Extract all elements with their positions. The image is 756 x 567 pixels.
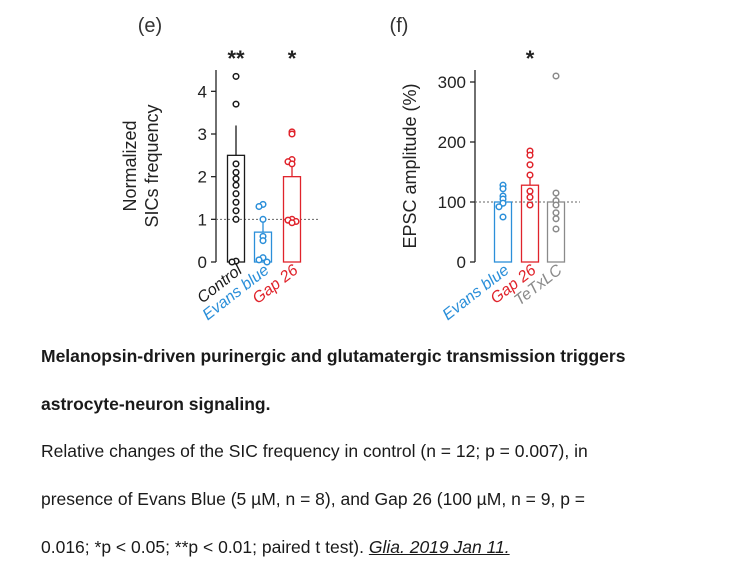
caption-title-line-1: Melanopsin-driven purinergic and glutama… (41, 346, 626, 366)
caption-title-line-2: astrocyte-neuron signaling. (41, 394, 271, 414)
data-point (232, 215, 240, 223)
data-point (499, 213, 507, 221)
y-tick-label: 4 (198, 82, 207, 101)
data-point (495, 203, 503, 211)
data-point (288, 219, 296, 227)
data-point (288, 160, 296, 168)
journal-link[interactable]: Glia. 2019 Jan 11. (368, 537, 510, 557)
data-point (526, 187, 534, 195)
data-point (526, 171, 534, 179)
data-point (232, 198, 240, 206)
y-tick-label: 0 (198, 253, 207, 272)
data-point (552, 201, 560, 209)
data-point (526, 151, 534, 159)
y-tick-label: 300 (438, 73, 466, 92)
y-tick-label: 2 (198, 168, 207, 187)
data-point (255, 256, 263, 264)
data-point (255, 202, 263, 211)
data-point (526, 161, 534, 169)
data-point (526, 201, 534, 209)
data-point (499, 185, 507, 193)
significance-marker: ** (227, 46, 245, 71)
data-point (232, 207, 240, 215)
bar (493, 201, 513, 263)
data-point (552, 209, 560, 217)
y-axis-label: EPSC amplitude (%) (400, 83, 420, 248)
y-tick-label: 1 (198, 210, 207, 229)
data-point (232, 190, 240, 198)
y-axis-label: Normalized (120, 120, 140, 211)
y-tick-label: 200 (438, 133, 466, 152)
y-tick-label: 0 (457, 253, 466, 272)
data-point (232, 168, 240, 176)
data-point (288, 130, 296, 138)
data-point (263, 258, 271, 266)
y-axis-label: SICs frequency (142, 104, 162, 227)
data-point (232, 175, 240, 183)
panel-label: (f) (390, 15, 409, 37)
data-point (228, 258, 236, 266)
data-point (232, 181, 240, 189)
data-point (552, 189, 560, 197)
y-tick-label: 3 (198, 125, 207, 144)
y-tick-label: 100 (438, 193, 466, 212)
data-point (259, 237, 267, 245)
data-point (232, 160, 240, 168)
panel-label: (e) (138, 15, 162, 37)
data-point (552, 72, 560, 80)
data-point (232, 100, 240, 108)
data-point (259, 215, 267, 223)
data-point (232, 72, 240, 80)
significance-marker: * (526, 46, 535, 71)
caption-body-line-1: Relative changes of the SIC frequency in… (41, 441, 588, 461)
caption-body-line-3: 0.016; *p < 0.05; **p < 0.01; paired t t… (41, 536, 741, 558)
data-point (526, 193, 534, 201)
caption-body-line-2: presence of Evans Blue (5 µM, n = 8), an… (41, 489, 586, 509)
data-point (552, 225, 560, 233)
significance-marker: * (288, 46, 297, 71)
data-point (552, 215, 560, 223)
caption-body-text: 0.016; *p < 0.05; **p < 0.01; paired t t… (41, 537, 364, 557)
